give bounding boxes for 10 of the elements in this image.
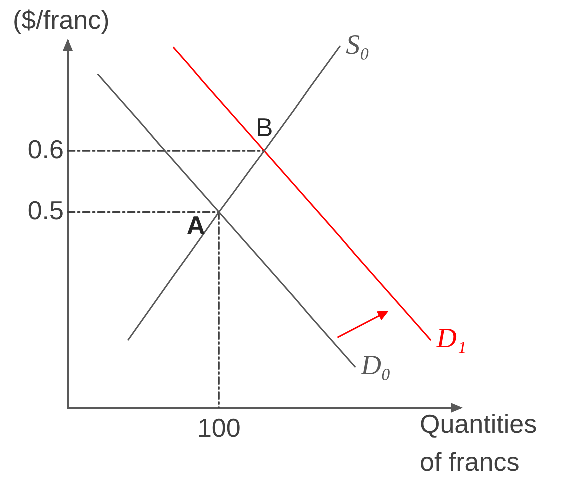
series-label: S₀ (346, 30, 370, 61)
y-axis-title: ($/franc) (13, 5, 110, 36)
annotation: B (256, 112, 274, 142)
x-axis-title: Quantities of francs (420, 409, 538, 478)
series-label: D₀ (360, 350, 392, 382)
legend-label: D₁ (436, 323, 467, 354)
annotation: A (186, 210, 206, 240)
y-tick-label: 0.6 (28, 134, 64, 164)
y-tick-label: 0.5 (28, 195, 64, 226)
x-tick-label: 100 (197, 412, 241, 443)
